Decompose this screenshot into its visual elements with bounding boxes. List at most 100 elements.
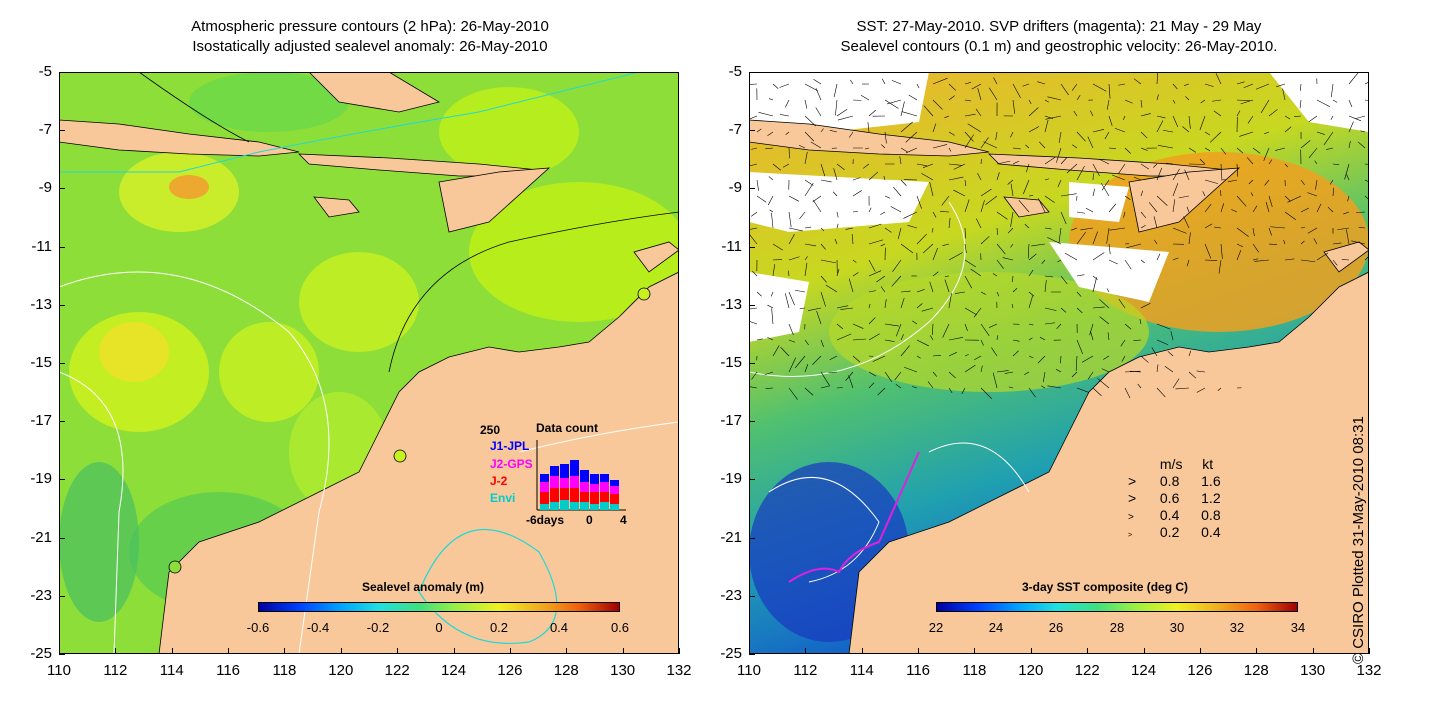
velocity-vector	[833, 83, 838, 98]
velocity-vector	[812, 355, 822, 366]
velocity-vector	[836, 305, 849, 309]
velocity-vector	[1248, 179, 1254, 185]
velocity-vector	[1056, 147, 1062, 163]
velocity-vector	[813, 78, 822, 85]
velocity-vector	[1268, 195, 1273, 208]
velocity-vector	[852, 272, 859, 277]
velocity-vector	[948, 252, 963, 261]
velocity-vector	[1254, 259, 1270, 262]
velocity-vector	[883, 175, 886, 181]
velocity-vector	[980, 188, 992, 197]
velocity-vector	[771, 212, 774, 229]
velocity-vector	[1080, 227, 1094, 231]
velocity-vector	[980, 323, 990, 336]
velocity-vector	[1186, 259, 1190, 267]
velocity-vector	[964, 307, 977, 316]
velocity-vector	[916, 355, 921, 359]
velocity-vector	[1012, 99, 1016, 114]
velocity-vector	[1265, 201, 1270, 213]
velocity-vector	[1283, 239, 1286, 245]
credit-text: © CSIRO Plotted 31-May-2010 08:31	[1350, 416, 1367, 664]
lon-tick-label: 126	[1187, 662, 1213, 679]
data-count-bar	[590, 504, 599, 510]
velocity-vector	[1293, 115, 1302, 117]
velocity-vector	[897, 227, 902, 240]
velocity-vector	[881, 78, 886, 85]
velocity-vector	[1308, 147, 1318, 159]
velocity-vector	[1108, 147, 1116, 149]
lon-tick-label: 122	[384, 662, 410, 679]
velocity-vector	[1076, 165, 1085, 181]
velocity-vector	[1092, 129, 1105, 133]
left-title-line1: Atmospheric pressure contours (2 hPa): 2…	[191, 18, 549, 35]
velocity-vector	[1268, 109, 1278, 117]
velocity-vector	[1348, 115, 1362, 122]
velocity-vector	[1031, 243, 1046, 247]
lon-tick-mark	[749, 648, 750, 654]
velocity-vector	[765, 147, 774, 150]
velocity-vector	[1364, 81, 1369, 85]
velocity-vector	[1028, 253, 1037, 261]
velocity-vector	[1108, 243, 1111, 255]
lon-tick-label: 122	[1074, 662, 1100, 679]
velocity-vector	[848, 278, 854, 293]
velocity-vector	[1044, 156, 1056, 165]
velocity-vector	[1360, 130, 1366, 133]
lon-tick-mark	[1199, 648, 1201, 654]
velocity-vector	[1220, 147, 1227, 155]
velocity-vector	[1250, 192, 1254, 197]
velocity-vector	[756, 128, 762, 133]
velocity-vector	[1011, 303, 1014, 309]
data-count-bar	[550, 466, 559, 476]
sst-colorbar-label: 3-day SST composite (deg C)	[1022, 580, 1189, 594]
velocity-vector	[1186, 206, 1190, 213]
sst-tick: 34	[1290, 620, 1306, 635]
velocity-vector	[904, 366, 918, 373]
velocity-vector	[1092, 275, 1098, 280]
velocity-vector	[868, 270, 882, 277]
lat-tick-label: -11	[721, 237, 742, 255]
lon-tick-mark	[509, 648, 511, 654]
velocity-vector	[941, 195, 950, 206]
velocity-vector	[829, 355, 838, 361]
velocity-vector	[971, 83, 982, 90]
velocity-vector	[927, 381, 934, 389]
legend-j-2: J-2	[490, 474, 508, 488]
velocity-vector	[1104, 131, 1110, 140]
velocity-vector	[881, 144, 886, 149]
velocity-vector	[996, 335, 999, 341]
velocity-vector	[1364, 255, 1369, 261]
velocity-vector	[940, 211, 950, 213]
velocity-vector	[980, 365, 983, 373]
velocity-vector	[1140, 147, 1148, 151]
velocity-vector	[1028, 126, 1040, 133]
velocity-vector	[812, 195, 822, 202]
velocity-vector	[1038, 198, 1046, 213]
velocity-vector	[921, 173, 934, 181]
data-count-bar	[540, 474, 549, 482]
velocity-legend-row: > 0.2 0.4	[1128, 524, 1221, 541]
velocity-vector	[1172, 168, 1180, 181]
velocity-vector	[852, 338, 866, 341]
lat-tick-label: -19	[30, 470, 52, 488]
velocity-vector	[1151, 347, 1158, 357]
velocity-vector	[1300, 140, 1311, 149]
velocity-vector	[1041, 259, 1046, 264]
velocity-vector	[804, 364, 809, 373]
velocity-vector	[1140, 99, 1143, 108]
velocity-vector	[769, 209, 774, 213]
velocity-vector	[868, 382, 875, 389]
velocity-vector	[852, 190, 862, 197]
velocity-kt: 1.2	[1201, 490, 1221, 506]
velocity-vector	[1199, 158, 1206, 165]
velocity-vector	[836, 109, 848, 117]
velocity-vector	[1332, 187, 1334, 197]
velocity-vector	[836, 223, 839, 229]
lat-tick-label: -13	[30, 295, 52, 313]
velocity-vector	[756, 179, 759, 191]
lon-tick-label: 112	[103, 662, 128, 679]
velocity-header-kt: kt	[1202, 456, 1214, 472]
sealevel-tick: -0.2	[366, 620, 390, 635]
lat-tick-mark	[749, 654, 755, 655]
velocity-vector	[1188, 147, 1197, 153]
